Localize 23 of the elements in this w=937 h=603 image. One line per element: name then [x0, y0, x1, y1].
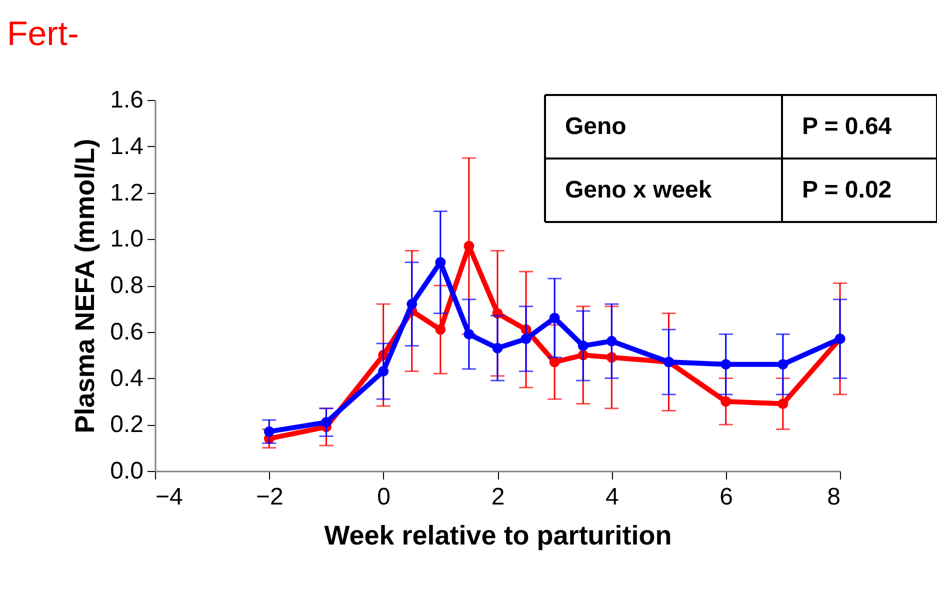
- y-tick-label: 0.0: [110, 458, 144, 484]
- y-axis-title: Plasma NEFA (mmol/L): [70, 138, 100, 434]
- x-tick-label: 2: [491, 484, 505, 510]
- y-tick-label: 0.2: [110, 411, 144, 438]
- x-tick-label: 8: [827, 484, 840, 510]
- x-tick-label: −4: [156, 484, 183, 510]
- y-tick-label: 0.8: [110, 272, 144, 299]
- x-tick-label: 6: [720, 484, 734, 510]
- y-tick-label: 1.4: [110, 132, 144, 160]
- y-tick-label: 1.6: [110, 86, 144, 114]
- x-tick-label: −2: [256, 484, 284, 510]
- x-tick-label: 4: [605, 484, 619, 510]
- chart-title: Fert-: [7, 15, 79, 53]
- annotation: P = 0.64: [802, 112, 892, 140]
- y-tick-label: 0.6: [110, 318, 144, 346]
- annotation: Geno x week: [565, 176, 712, 204]
- annotation: P = 0.02: [802, 176, 892, 204]
- x-tick-label: 0: [377, 484, 391, 510]
- y-tick-label: 1.2: [110, 179, 144, 206]
- y-tick-label: 0.4: [110, 364, 144, 392]
- x-axis-title: Week relative to parturition: [324, 520, 672, 550]
- y-tick-label: 1.0: [110, 226, 144, 253]
- annotation: Geno: [565, 112, 626, 140]
